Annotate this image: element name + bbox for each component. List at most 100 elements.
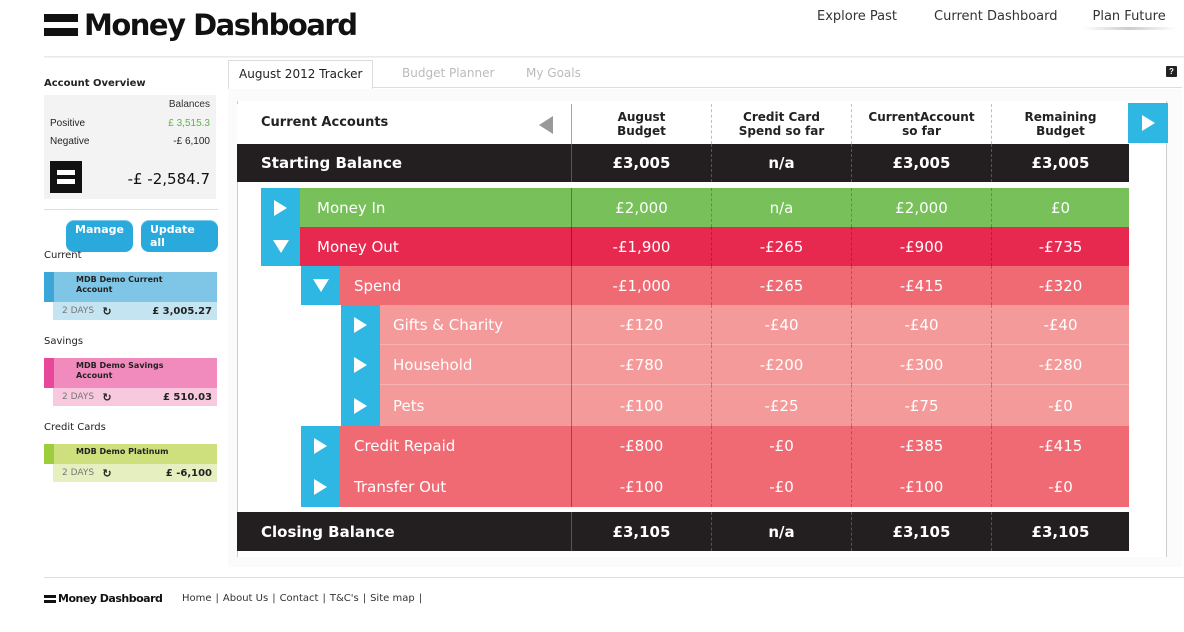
column-header-text: August Budget	[617, 110, 666, 138]
nav-plan-future[interactable]: Plan Future	[1082, 9, 1176, 30]
starting-balance-label: Starting Balance	[261, 154, 403, 172]
footer-link-about[interactable]: About Us	[222, 593, 269, 604]
help-icon[interactable]: ?	[1166, 66, 1177, 77]
footer-separator: |	[215, 593, 219, 604]
update-all-button[interactable]: Update all	[140, 220, 218, 252]
prev-arrow-icon[interactable]	[539, 116, 553, 134]
footer-divider	[44, 577, 1184, 578]
account-credit-name: MDB Demo Platinum	[76, 447, 169, 456]
nav-explore-past[interactable]: Explore Past	[817, 9, 898, 24]
account-savings[interactable]: MDB Demo Savings Account 2 DAYS ↻ £ 510.…	[44, 358, 217, 406]
table-row: Credit Repaid -£800 -£0 -£385 -£415	[237, 426, 1129, 466]
section-current-title: Current	[44, 250, 82, 261]
app-logo[interactable]: Money Dashboard	[44, 8, 358, 42]
account-current-header: MDB Demo Current Account	[44, 272, 217, 302]
negative-value: -£ 6,100	[173, 136, 210, 147]
table-cell: -£265	[711, 227, 851, 266]
account-credit[interactable]: MDB Demo Platinum 2 DAYS ↻ £ -6,100	[44, 444, 217, 482]
next-period-button[interactable]	[1128, 103, 1168, 143]
account-current-name: MDB Demo Current Account	[76, 275, 163, 294]
table-row: Household -£780 -£200 -£300 -£280	[237, 345, 1129, 385]
positive-value: £ 3,515.3	[168, 118, 210, 129]
table-cell: £3,005	[851, 144, 991, 182]
expand-toggle[interactable]	[301, 466, 340, 507]
tab-bar: August 2012 Tracker Budget Planner My Go…	[228, 60, 1182, 89]
table-cell: -£25	[711, 385, 851, 426]
expand-toggle[interactable]	[341, 345, 380, 385]
tab-august-tracker[interactable]: August 2012 Tracker	[228, 60, 374, 89]
manage-button[interactable]: Manage	[66, 220, 133, 252]
table-cell: -£265	[711, 266, 851, 305]
table-cell: £0	[991, 188, 1129, 227]
account-savings-header: MDB Demo Savings Account	[44, 358, 217, 388]
nav-current-dashboard[interactable]: Current Dashboard	[934, 9, 1058, 24]
account-credit-status: 2 DAYS ↻ £ -6,100	[53, 464, 217, 482]
table-cell: -£385	[851, 426, 991, 466]
table-cell: -£40	[991, 305, 1129, 345]
expand-toggle[interactable]	[341, 385, 380, 426]
table-cell: -£780	[571, 345, 711, 385]
expand-toggle[interactable]	[341, 305, 380, 345]
footer-separator: |	[272, 593, 276, 604]
footer-logo[interactable]: Money Dashboard	[44, 592, 163, 605]
row-fill	[380, 345, 1129, 385]
expand-toggle[interactable]	[261, 188, 300, 227]
table-header: Current Accounts August Budget Credit Car…	[237, 104, 1129, 144]
collapse-icon	[272, 240, 289, 253]
footer-link-sitemap[interactable]: Site map	[370, 593, 415, 604]
tab-my-goals[interactable]: My Goals	[526, 66, 581, 80]
tab-budget-planner[interactable]: Budget Planner	[402, 66, 495, 80]
refresh-icon[interactable]: ↻	[102, 390, 112, 404]
row-fill	[340, 266, 1129, 305]
footer-link-terms[interactable]: T&C's	[329, 593, 359, 604]
account-current-balance: £ 3,005.27	[152, 305, 212, 317]
table-cell: n/a	[711, 144, 851, 182]
row-label-credit-repaid: Credit Repaid	[354, 437, 456, 455]
total-balance: -£ -2,584.7	[127, 170, 210, 188]
footer-separator: |	[322, 593, 326, 604]
expand-icon	[274, 199, 287, 216]
expand-icon	[354, 317, 367, 333]
closing-balance-row: Closing Balance £3,105 n/a £3,105 £3,105	[237, 512, 1129, 551]
refresh-icon[interactable]: ↻	[102, 466, 112, 480]
app-title: Money Dashboard	[84, 8, 358, 42]
next-arrow-icon	[1141, 115, 1155, 131]
account-credit-header: MDB Demo Platinum	[44, 444, 217, 464]
table-cell: -£0	[711, 426, 851, 466]
table-cell: -£415	[851, 266, 991, 305]
account-credit-balance: £ -6,100	[165, 467, 212, 479]
account-color-strip	[44, 444, 54, 464]
refresh-icon[interactable]: ↻	[102, 304, 112, 318]
table-cell: -£280	[991, 345, 1129, 385]
table-row: Pets -£100 -£25 -£75 -£0	[237, 385, 1129, 426]
table-cell: -£200	[711, 345, 851, 385]
table-cell: £2,000	[851, 188, 991, 227]
col-august-budget: August Budget	[571, 104, 711, 144]
section-credit-title: Credit Cards	[44, 422, 106, 433]
footer-link-contact[interactable]: Contact	[279, 593, 319, 604]
table-cell: -£900	[851, 227, 991, 266]
account-current-days: 2 DAYS	[62, 306, 95, 316]
account-savings-days: 2 DAYS	[62, 392, 95, 402]
table-cell: £3,005	[991, 144, 1129, 182]
expand-icon	[354, 397, 367, 414]
table-cell: -£0	[991, 385, 1129, 426]
sidebar-divider	[44, 209, 218, 210]
table-row: Spend -£1,000 -£265 -£415 -£320	[237, 266, 1129, 305]
expand-toggle[interactable]	[301, 426, 340, 466]
section-savings-title: Savings	[44, 336, 84, 347]
account-color-strip	[44, 358, 54, 388]
expand-icon	[354, 357, 367, 373]
collapse-toggle[interactable]	[261, 227, 300, 266]
closing-balance-label: Closing Balance	[261, 522, 395, 541]
column-header-text: Remaining Budget	[1024, 110, 1097, 138]
footer-link-home[interactable]: Home	[182, 593, 212, 604]
collapse-toggle[interactable]	[301, 266, 340, 305]
footer-separator: |	[418, 593, 423, 604]
negative-row: Negative -£ 6,100	[50, 136, 210, 147]
row-fill	[380, 305, 1129, 345]
total-logo-icon	[50, 161, 82, 193]
account-current[interactable]: MDB Demo Current Account 2 DAYS ↻ £ 3,00…	[44, 272, 217, 320]
row-label-household: Household	[393, 356, 473, 374]
row-fill	[340, 466, 1129, 507]
